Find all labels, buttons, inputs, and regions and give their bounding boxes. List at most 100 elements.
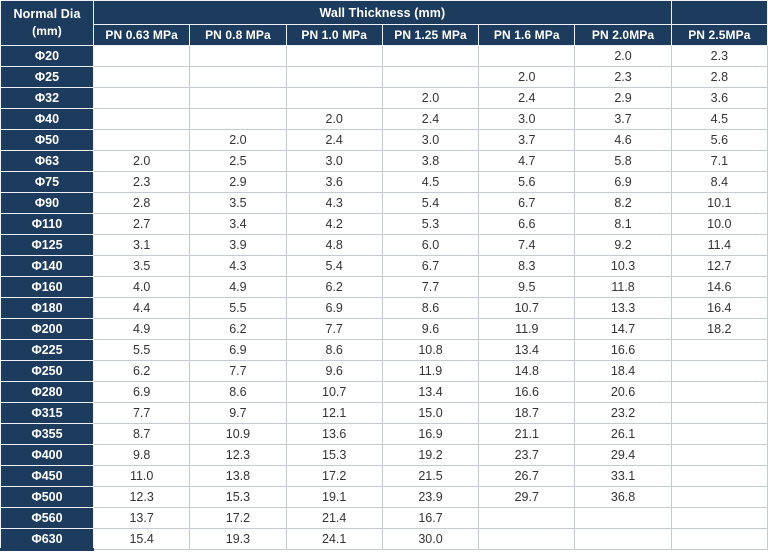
cell: 13.3 bbox=[574, 297, 672, 319]
cell: 2.0 bbox=[189, 129, 287, 151]
cell: 17.2 bbox=[189, 507, 287, 529]
cell: 12.3 bbox=[92, 486, 191, 508]
corner-header-line1: Normal Dia bbox=[13, 7, 81, 22]
row-header-dia: Φ630 bbox=[0, 528, 94, 551]
cell: 5.6 bbox=[670, 129, 768, 151]
cell: 11.9 bbox=[478, 318, 576, 340]
cell: 9.6 bbox=[381, 318, 480, 340]
cell bbox=[285, 45, 383, 67]
cell: 2.9 bbox=[189, 171, 287, 193]
table-row: Φ630 15.4 19.3 24.1 30.0 bbox=[0, 528, 768, 551]
cell bbox=[92, 87, 191, 109]
row-header-dia: Φ110 bbox=[0, 213, 94, 235]
cell: 2.7 bbox=[92, 213, 191, 235]
column-header-pn-3: PN 1.25 MPa bbox=[381, 24, 480, 46]
cell bbox=[189, 66, 287, 88]
cell: 10.3 bbox=[574, 255, 672, 277]
cell bbox=[670, 465, 768, 487]
cell: 9.2 bbox=[574, 234, 672, 256]
cell: 13.4 bbox=[478, 339, 576, 361]
cell bbox=[381, 45, 480, 67]
cell: 6.7 bbox=[381, 255, 480, 277]
row-header-dia: Φ315 bbox=[0, 402, 94, 424]
cell: 10.9 bbox=[189, 423, 287, 445]
table-row: Φ560 13.7 17.2 21.4 16.7 bbox=[0, 507, 768, 529]
corner-header-line2: (mm) bbox=[32, 24, 62, 39]
table-row: Φ250 6.2 7.7 9.6 11.9 14.8 18.4 bbox=[0, 360, 768, 382]
cell: 11.0 bbox=[92, 465, 191, 487]
table-row: Φ315 7.7 9.7 12.1 15.0 18.7 23.2 bbox=[0, 402, 768, 424]
table-row: Φ75 2.3 2.9 3.6 4.5 5.6 6.9 8.4 bbox=[0, 171, 768, 193]
cell: 5.4 bbox=[381, 192, 480, 214]
cell: 20.6 bbox=[574, 381, 672, 403]
table-row: Φ125 3.1 3.9 4.8 6.0 7.4 9.2 11.4 bbox=[0, 234, 768, 256]
table-row: Φ180 4.4 5.5 6.9 8.6 10.7 13.3 16.4 bbox=[0, 297, 768, 319]
cell: 26.7 bbox=[478, 465, 576, 487]
cell: 13.6 bbox=[285, 423, 383, 445]
cell: 5.4 bbox=[285, 255, 383, 277]
cell: 3.8 bbox=[381, 150, 480, 172]
cell: 2.9 bbox=[574, 87, 672, 109]
row-header-dia: Φ560 bbox=[0, 507, 94, 529]
cell: 4.9 bbox=[92, 318, 191, 340]
cell: 12.1 bbox=[285, 402, 383, 424]
cell: 6.7 bbox=[478, 192, 576, 214]
cell: 2.8 bbox=[92, 192, 191, 214]
cell: 6.2 bbox=[92, 360, 191, 382]
column-header-pn-0: PN 0.63 MPa bbox=[92, 24, 191, 46]
cell: 4.6 bbox=[574, 129, 672, 151]
cell: 17.2 bbox=[285, 465, 383, 487]
cell: 2.0 bbox=[92, 150, 191, 172]
cell: 8.7 bbox=[92, 423, 191, 445]
cell: 3.0 bbox=[381, 129, 480, 151]
cell: 18.2 bbox=[670, 318, 768, 340]
cell: 14.8 bbox=[478, 360, 576, 382]
row-header-dia: Φ225 bbox=[0, 339, 94, 361]
cell: 3.6 bbox=[285, 171, 383, 193]
cell: 4.7 bbox=[478, 150, 576, 172]
cell: 14.6 bbox=[670, 276, 768, 298]
row-header-dia: Φ180 bbox=[0, 297, 94, 319]
table-row: Φ225 5.5 6.9 8.6 10.8 13.4 16.6 bbox=[0, 339, 768, 361]
table-row: Φ280 6.9 8.6 10.7 13.4 16.6 20.6 bbox=[0, 381, 768, 403]
row-header-dia: Φ160 bbox=[0, 276, 94, 298]
cell: 8.6 bbox=[189, 381, 287, 403]
cell: 4.9 bbox=[189, 276, 287, 298]
cell: 19.2 bbox=[381, 444, 480, 466]
cell: 3.9 bbox=[189, 234, 287, 256]
cell: 5.8 bbox=[574, 150, 672, 172]
row-header-dia: Φ280 bbox=[0, 381, 94, 403]
cell: 7.7 bbox=[189, 360, 287, 382]
cell: 21.5 bbox=[381, 465, 480, 487]
cell bbox=[670, 381, 768, 403]
table-row: Φ90 2.8 3.5 4.3 5.4 6.7 8.2 10.1 bbox=[0, 192, 768, 214]
cell: 24.1 bbox=[285, 528, 383, 550]
cell bbox=[670, 486, 768, 508]
column-header-pn-1: PN 0.8 MPa bbox=[189, 24, 287, 46]
cell bbox=[670, 528, 768, 550]
cell bbox=[670, 423, 768, 445]
cell: 6.0 bbox=[381, 234, 480, 256]
cell: 3.5 bbox=[189, 192, 287, 214]
cell bbox=[189, 108, 287, 130]
cell: 33.1 bbox=[574, 465, 672, 487]
table-row: Φ140 3.5 4.3 5.4 6.7 8.3 10.3 12.7 bbox=[0, 255, 768, 277]
cell: 8.1 bbox=[574, 213, 672, 235]
group-header-empty-cell bbox=[670, 0, 768, 25]
table-row: Φ160 4.0 4.9 6.2 7.7 9.5 11.8 14.6 bbox=[0, 276, 768, 298]
cell: 3.5 bbox=[92, 255, 191, 277]
cell: 14.7 bbox=[574, 318, 672, 340]
cell: 15.4 bbox=[92, 528, 191, 550]
row-header-dia: Φ50 bbox=[0, 129, 94, 151]
cell: 13.4 bbox=[381, 381, 480, 403]
cell bbox=[574, 528, 672, 550]
cell: 18.7 bbox=[478, 402, 576, 424]
cell: 16.4 bbox=[670, 297, 768, 319]
group-header-wall-thickness: Wall Thickness (mm) bbox=[93, 0, 672, 25]
cell: 6.9 bbox=[189, 339, 287, 361]
cell: 4.8 bbox=[285, 234, 383, 256]
cell bbox=[92, 108, 191, 130]
cell: 4.0 bbox=[92, 276, 191, 298]
cell bbox=[670, 339, 768, 361]
